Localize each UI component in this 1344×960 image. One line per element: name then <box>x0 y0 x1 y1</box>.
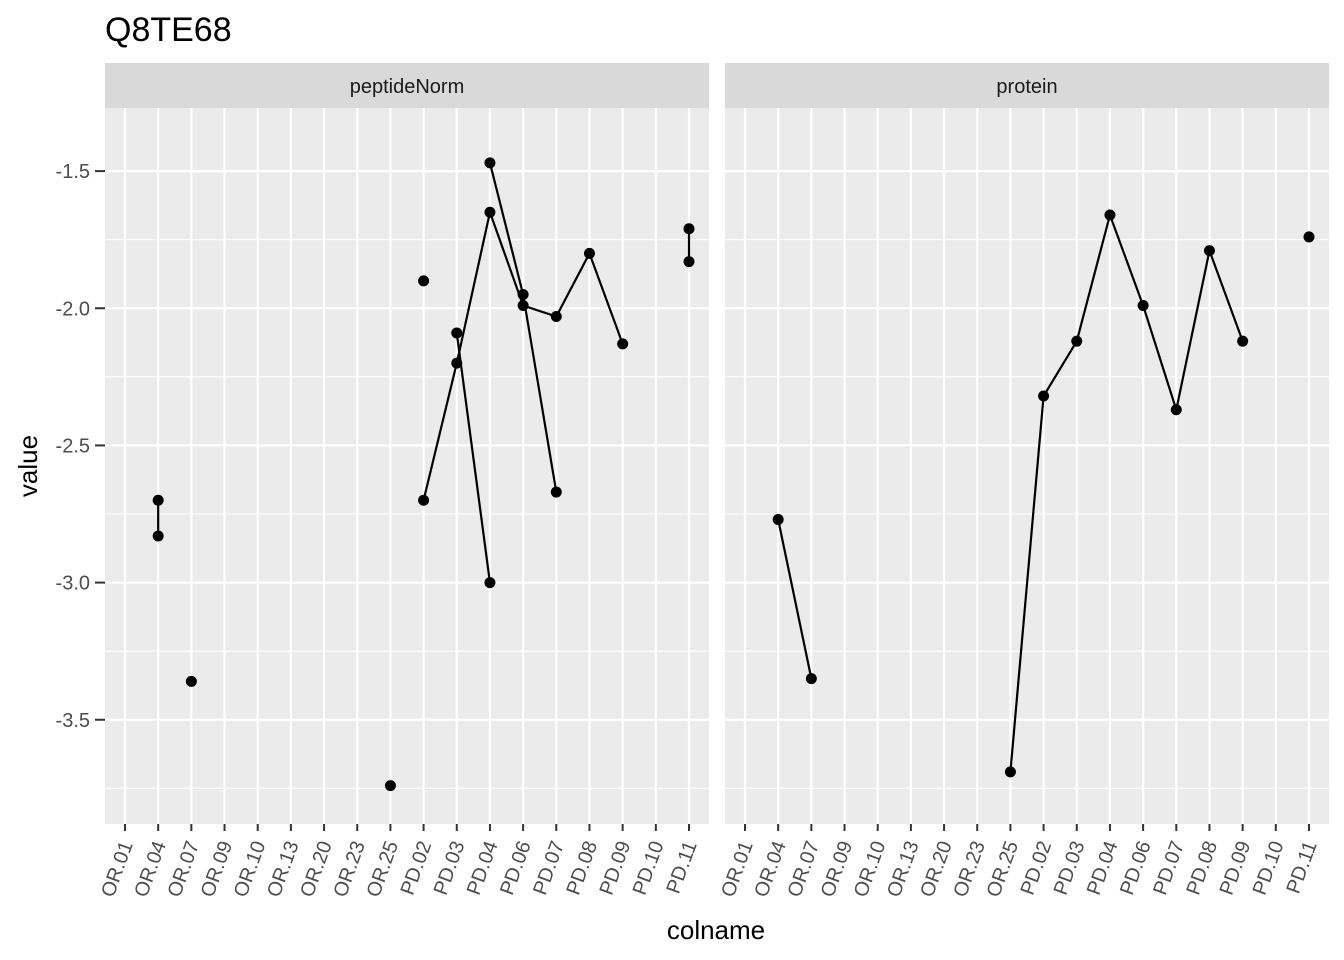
data-point <box>583 247 595 259</box>
x-tick-label: PD.11 <box>663 838 702 896</box>
data-point <box>1004 766 1016 778</box>
data-point <box>1137 300 1149 312</box>
y-tick-label: -1.5 <box>56 161 90 183</box>
data-point <box>517 289 529 301</box>
y-tick-label: -3.0 <box>56 573 90 595</box>
data-point <box>484 157 496 169</box>
y-tick-label: -2.0 <box>56 298 90 320</box>
data-point <box>517 300 529 312</box>
chart-title: Q8TE68 <box>105 11 232 49</box>
y-axis-title: value <box>13 435 43 497</box>
data-point <box>683 223 695 235</box>
data-point <box>1237 335 1249 347</box>
series-line <box>777 519 813 679</box>
x-tick-label: PD.11 <box>1283 838 1322 896</box>
data-point <box>384 780 396 792</box>
data-point <box>152 530 164 542</box>
data-point <box>1203 245 1215 257</box>
data-point <box>550 486 562 498</box>
data-point <box>1038 390 1050 402</box>
x-axis-title: colname <box>667 915 765 945</box>
panel-background <box>725 108 1329 824</box>
series-line <box>1009 211 1244 772</box>
strip-label: peptideNorm <box>350 76 465 98</box>
series-line <box>455 332 492 583</box>
data-point <box>484 206 496 218</box>
y-tick-label: -3.5 <box>56 710 90 732</box>
data-point <box>418 494 430 506</box>
strip-label: protein <box>996 76 1057 98</box>
strip-background <box>105 63 709 108</box>
panel-background <box>105 108 709 824</box>
data-point <box>152 494 164 506</box>
data-point <box>418 275 430 287</box>
data-point <box>805 673 817 685</box>
strip-background <box>725 63 1329 108</box>
y-tick-label: -2.5 <box>56 435 90 457</box>
data-point <box>185 675 197 687</box>
data-point <box>1170 404 1182 416</box>
data-point <box>1104 209 1116 221</box>
data-point <box>1071 335 1083 347</box>
facet-panel-peptideNorm: peptideNormOR.01OR.04OR.07OR.09OR.10OR.1… <box>97 63 709 900</box>
data-point <box>772 513 784 525</box>
data-point <box>550 310 562 322</box>
data-point <box>1303 231 1315 243</box>
data-point <box>451 327 463 339</box>
data-point <box>617 338 629 350</box>
data-point <box>484 577 496 589</box>
y-axis-ticks: -1.5 -2.0 -2.5 -3.0 -3.5 <box>56 161 105 732</box>
data-point <box>683 256 695 268</box>
facet-panel-protein: proteinOR.01OR.04OR.07OR.09OR.10OR.13OR.… <box>717 63 1329 900</box>
facet-panels: peptideNormOR.01OR.04OR.07OR.09OR.10OR.1… <box>97 63 1329 900</box>
